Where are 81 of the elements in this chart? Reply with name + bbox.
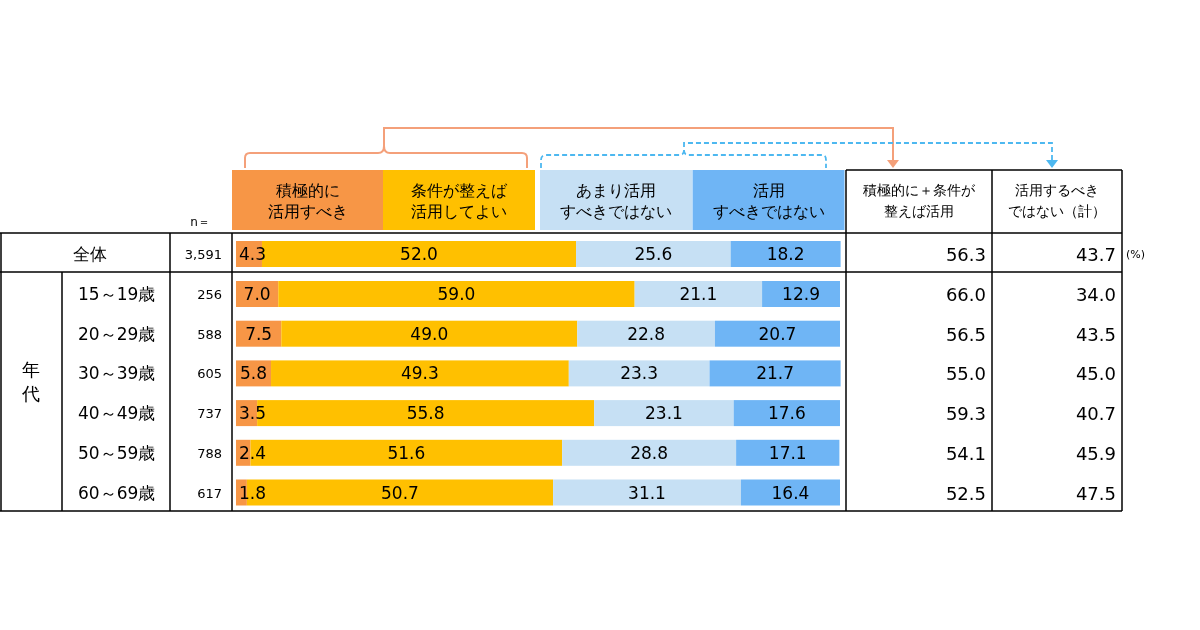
text: 活用するべきではない（計）	[1008, 182, 1106, 219]
data-label: 17.1	[768, 442, 807, 463]
y-tick-label: 40～49歳	[78, 403, 156, 424]
data-label: 22.8	[627, 323, 666, 344]
data-label: 16.4	[771, 482, 810, 503]
text: 788	[197, 445, 222, 461]
bar	[577, 320, 715, 347]
data-label: 21.1	[679, 284, 718, 304]
bar	[576, 241, 731, 267]
bar	[714, 320, 840, 347]
text: 56.3	[945, 244, 986, 265]
data-label: 20.7	[758, 323, 797, 344]
y-tick-label: 20～29歳	[78, 323, 156, 344]
series-label: 積極的に活用すべき	[268, 181, 348, 221]
bar	[568, 360, 710, 387]
data-label: 21.7	[756, 363, 794, 384]
data-label: 52.0	[400, 244, 438, 264]
data-label: 31.1	[628, 482, 666, 503]
series-label: あまり活用すべきではない	[560, 181, 672, 221]
text: 43.7	[1075, 244, 1116, 265]
data-label: 55.8	[406, 403, 445, 424]
bar	[281, 320, 578, 347]
y-tick-label: 全体	[73, 244, 107, 264]
bar	[594, 400, 734, 427]
data-label: 3.5	[239, 403, 267, 424]
data-label: 51.6	[387, 442, 426, 463]
text: n＝	[190, 215, 210, 229]
text: 66.0	[945, 284, 986, 305]
y-tick-label: 15～19歳	[78, 284, 156, 304]
bar	[740, 479, 840, 506]
data-label: 5.8	[239, 363, 268, 384]
bar	[278, 281, 635, 307]
text: 43.5	[1075, 323, 1116, 345]
text: 617	[197, 485, 222, 501]
data-label: 2.4	[239, 442, 267, 463]
y-tick-label: 30～39歳	[78, 363, 156, 384]
text: 45.9	[1075, 442, 1116, 464]
data-label: 4.3	[239, 244, 267, 264]
bar	[634, 281, 763, 307]
text: 59.3	[945, 403, 986, 425]
data-label: 1.8	[239, 482, 267, 503]
bar	[271, 360, 569, 387]
text: 737	[197, 406, 222, 422]
text: 605	[197, 366, 222, 382]
text: 54.1	[945, 442, 986, 464]
bar	[562, 439, 737, 466]
data-label: 7.0	[243, 284, 271, 304]
text: 45.0	[1075, 363, 1116, 385]
data-label: 18.2	[766, 244, 805, 264]
data-label: 28.8	[630, 442, 669, 463]
text: 52.5	[945, 482, 986, 504]
data-label: 50.7	[381, 482, 419, 503]
data-label: 25.6	[634, 244, 673, 264]
data-label: 12.9	[782, 284, 820, 304]
y-tick-label: 50～59歳	[78, 442, 156, 463]
bar	[736, 439, 840, 466]
text: 256	[197, 287, 222, 302]
y-tick-label: 60～69歳	[78, 482, 156, 503]
data-label: 49.3	[400, 363, 439, 384]
data-label: 49.0	[410, 323, 449, 344]
text: 40.7	[1075, 403, 1116, 425]
data-label: 59.0	[437, 284, 476, 304]
data-label: 23.3	[620, 363, 659, 384]
text: 3,591	[184, 247, 222, 262]
bar	[553, 479, 741, 506]
text: 積極的に＋条件が整えば活用	[863, 182, 976, 219]
bar	[709, 360, 841, 387]
text: 56.5	[945, 323, 986, 345]
data-label: 23.1	[645, 403, 683, 424]
text: 55.0	[945, 363, 986, 385]
series-label: 条件が整えば活用してよい	[411, 181, 508, 221]
text: 年代	[21, 359, 40, 404]
text: 34.0	[1075, 284, 1116, 305]
data-label: 17.6	[767, 403, 806, 424]
data-label: 7.5	[245, 323, 273, 344]
text: 47.5	[1075, 482, 1116, 504]
text: 588	[197, 326, 222, 342]
bar	[733, 400, 840, 427]
series-label: 活用すべきではない	[712, 181, 825, 221]
text: (%)	[1126, 248, 1146, 261]
bar	[730, 241, 841, 267]
